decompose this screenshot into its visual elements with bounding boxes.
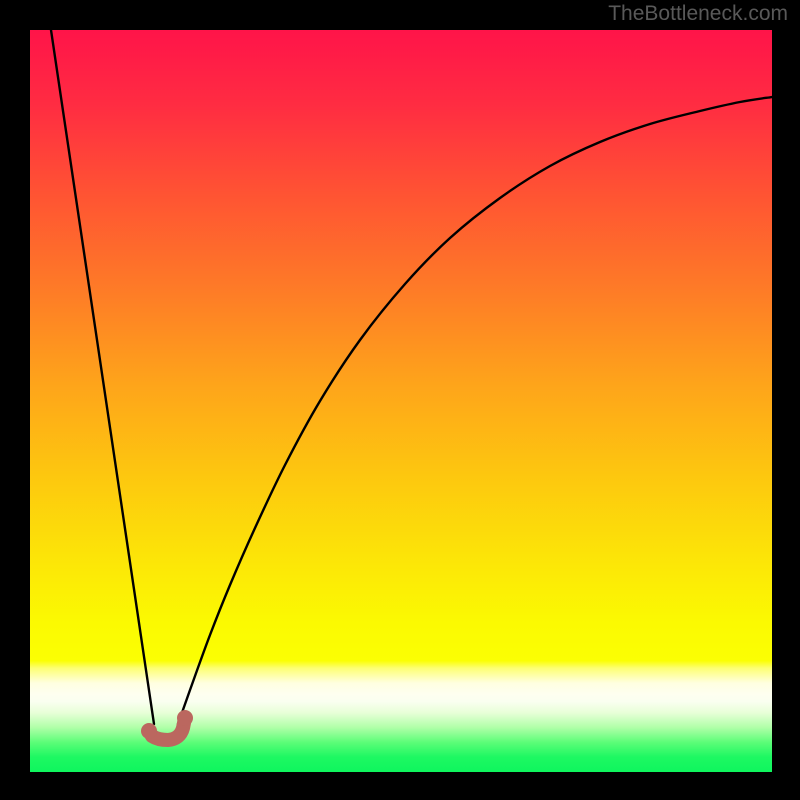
curve-right-arc: [178, 97, 772, 724]
chart-curves: [30, 30, 772, 772]
chart-plot-area: [30, 30, 772, 772]
watermark-text: TheBottleneck.com: [608, 2, 788, 26]
curve-left-line: [51, 30, 154, 724]
u-marker: [141, 710, 193, 740]
